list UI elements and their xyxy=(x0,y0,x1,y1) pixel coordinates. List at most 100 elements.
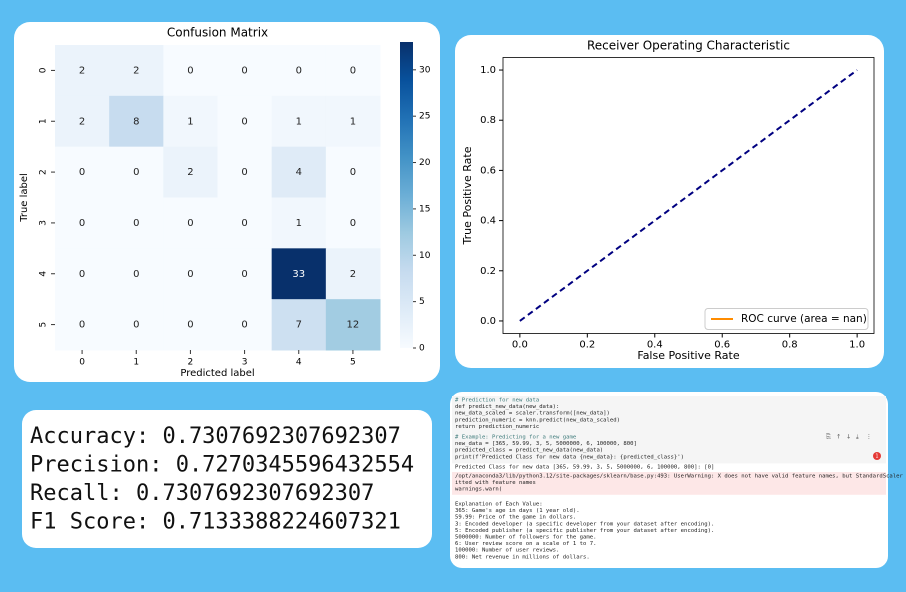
x-tick-label: 0.0 xyxy=(512,340,528,351)
metric-line: Recall: 0.7307692307692307 xyxy=(30,481,374,506)
x-tick-label: 0.2 xyxy=(579,340,595,351)
toolbar-icon[interactable]: ↑ xyxy=(836,434,841,441)
x-tick-label: 3 xyxy=(242,358,248,368)
heatmap-cell xyxy=(109,299,164,351)
cell-label: 0 xyxy=(79,320,85,331)
cell-label: 2 xyxy=(79,65,85,76)
cell-label: 2 xyxy=(350,269,356,280)
code-line: prediction_numeric = knn.predict(new_dat… xyxy=(455,417,620,423)
heatmap-cell xyxy=(325,248,381,300)
cell-label: 4 xyxy=(296,167,302,178)
x-tick-label: 2 xyxy=(188,358,194,368)
colorbar-tick-label: 15 xyxy=(419,204,430,214)
x-tick-label: 5 xyxy=(350,358,356,368)
y-tick-label: 0.6 xyxy=(480,165,496,176)
cell-bg xyxy=(452,396,886,433)
explanation-line: 365: Game's age in days (1 year old). xyxy=(455,508,580,514)
toolbar-icon[interactable]: ⋮ xyxy=(866,434,872,441)
heatmap-cell xyxy=(55,248,110,300)
heatmap-cell xyxy=(217,95,273,148)
cell-label: 0 xyxy=(133,269,139,280)
explanation-line: 59.99: Price of the game in dollars. xyxy=(455,515,576,521)
cell-bg xyxy=(452,433,886,464)
cell-label: 1 xyxy=(187,116,193,127)
cell-label: 1 xyxy=(296,116,302,127)
y-tick-label: 4 xyxy=(39,271,49,277)
cell-label: 0 xyxy=(241,65,247,76)
heatmap-cell xyxy=(217,299,273,351)
x-tick-label: 0.4 xyxy=(647,340,663,351)
y-tick-label: 5 xyxy=(39,322,49,328)
chart-title: Confusion Matrix xyxy=(167,26,268,40)
colorbar-tick-label: 0 xyxy=(419,344,425,354)
cell-label: 0 xyxy=(296,65,302,76)
heatmap-cell xyxy=(163,197,218,249)
toolbar-icon[interactable]: ↓ xyxy=(846,434,851,441)
heatmap-cell xyxy=(163,95,218,148)
heatmap-cell xyxy=(271,197,327,249)
x-axis-label: False Positive Rate xyxy=(637,349,739,362)
colorbar-tick-label: 20 xyxy=(419,158,431,168)
y-tick-label: 1 xyxy=(39,118,49,124)
code-line: new_data_scaled = scaler.transform([new_… xyxy=(455,411,610,417)
cell-label: 0 xyxy=(241,218,247,229)
heatmap-cell xyxy=(163,248,218,300)
explanation-line: Explanation of Each Value: xyxy=(455,502,543,508)
code-line: print(f'Predicted Class for new data {ne… xyxy=(455,454,684,460)
cell-label: 0 xyxy=(187,320,193,331)
series-line xyxy=(519,69,858,322)
x-tick-label: 0 xyxy=(79,358,85,368)
cell-label: 0 xyxy=(133,218,139,229)
heatmap-cell xyxy=(109,95,164,148)
y-axis-label: True label xyxy=(19,173,30,223)
legend-label: ROC curve (area = nan) xyxy=(741,313,867,325)
heatmap-cell xyxy=(55,197,110,249)
metrics-panel xyxy=(22,410,432,548)
roc-panel xyxy=(455,35,884,368)
x-tick-label: 0.8 xyxy=(782,340,798,351)
warning-bg xyxy=(452,472,886,495)
code-line: def predict_new_data(new_data): xyxy=(455,404,559,410)
toolbar-icon[interactable]: ⎘ xyxy=(826,434,831,441)
output-line: Predicted Class for new data [365, 59.99… xyxy=(455,465,714,471)
x-tick-label: 0.6 xyxy=(714,340,730,351)
cell-label: 0 xyxy=(79,269,85,280)
cell-label: 0 xyxy=(350,65,356,76)
heatmap-cell xyxy=(109,146,164,198)
cell-label: 0 xyxy=(241,116,247,127)
explanation-line: 5000000: Number of followers for the gam… xyxy=(455,535,596,541)
heatmap-cell xyxy=(325,197,381,249)
warning-line: warnings.warn( xyxy=(455,487,502,493)
cell-label: 0 xyxy=(187,65,193,76)
heatmap-cell xyxy=(271,95,327,148)
cell-label: 0 xyxy=(187,269,193,280)
toolbar-icon[interactable]: ⤓ xyxy=(856,434,859,441)
cell-label: 8 xyxy=(133,116,139,127)
colorbar-tick-label: 30 xyxy=(419,65,431,75)
y-axis-label: True Positive Rate xyxy=(461,146,474,245)
heatmap-cell xyxy=(109,45,164,97)
cell-label: 0 xyxy=(241,320,247,331)
explanation-line: 6: User review score on a scale of 1 to … xyxy=(455,541,596,547)
cell-label: 0 xyxy=(133,320,139,331)
metric-line: Accuracy: 0.7307692307692307 xyxy=(30,424,401,449)
cell-label: 0 xyxy=(350,218,356,229)
heatmap-cell xyxy=(325,146,381,198)
code-line: return prediction_numeric xyxy=(455,424,539,430)
warning-line: /opt/anaconda3/lib/python3.12/site-packa… xyxy=(455,474,906,480)
code-line: # Example: Predicting for a new game xyxy=(455,435,577,441)
colorbar-tick-label: 10 xyxy=(419,251,431,261)
y-tick-label: 3 xyxy=(39,220,49,226)
heatmap-cell xyxy=(55,95,110,148)
y-tick-label: 0.2 xyxy=(480,266,496,277)
y-tick-label: 0.0 xyxy=(480,316,496,327)
heatmap-cell xyxy=(271,248,327,300)
code-line: new_data = [365, 59.99, 3, 5, 5000000, 6… xyxy=(455,441,637,447)
cell-label: 0 xyxy=(241,269,247,280)
heatmap-cell xyxy=(217,45,273,97)
chart-title: Receiver Operating Characteristic xyxy=(587,39,790,53)
heatmap-cell xyxy=(271,45,327,97)
heatmap-cell xyxy=(55,299,110,351)
cell-label: 2 xyxy=(79,116,85,127)
